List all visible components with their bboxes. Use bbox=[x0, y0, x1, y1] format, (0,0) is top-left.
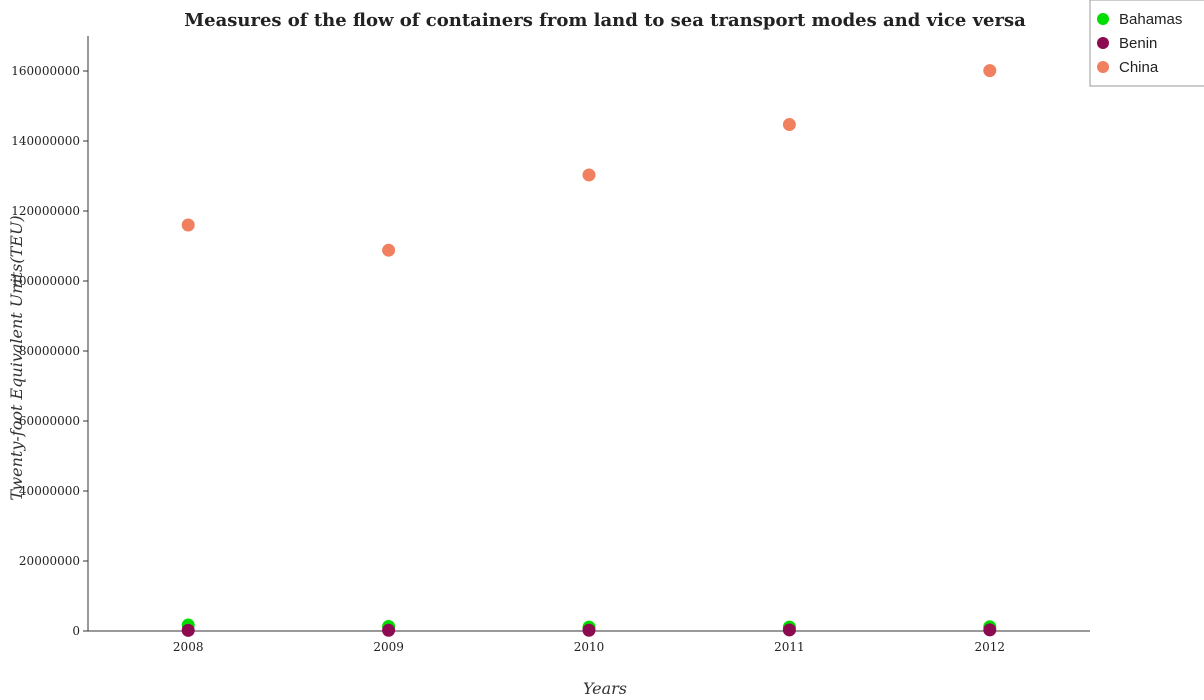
data-points bbox=[181, 64, 997, 637]
series-china bbox=[181, 64, 997, 257]
y-tick-label: 40000000 bbox=[19, 484, 80, 498]
legend-marker bbox=[1097, 61, 1109, 73]
y-tick-label: 0 bbox=[72, 624, 80, 638]
y-tick-label: 20000000 bbox=[19, 554, 80, 568]
legend-marker bbox=[1097, 37, 1109, 49]
data-point bbox=[983, 623, 997, 637]
data-point bbox=[582, 623, 596, 637]
ticks: 0 20000000 40000000 60000000 80000000 1000000… bbox=[11, 64, 1005, 654]
chart-title: Measures of the flow of containers from … bbox=[184, 10, 1026, 31]
y-tick-label: 160000000 bbox=[11, 64, 80, 78]
data-point bbox=[382, 243, 396, 257]
data-point bbox=[782, 118, 796, 132]
data-point bbox=[983, 64, 997, 78]
y-tick-label: 60000000 bbox=[19, 414, 80, 428]
legend-label: China bbox=[1119, 59, 1159, 76]
x-axis-title: Years bbox=[583, 679, 627, 698]
x-tick-label: 2009 bbox=[373, 640, 404, 654]
legend-label: Bahamas bbox=[1119, 11, 1182, 28]
legend-marker bbox=[1097, 13, 1109, 25]
y-tick-label: 100000000 bbox=[11, 274, 80, 288]
axes bbox=[87, 36, 1090, 632]
x-tick-label: 2010 bbox=[574, 640, 605, 654]
x-tick-label: 2012 bbox=[975, 640, 1006, 654]
y-axis-title: Twenty-foot Equivalent Units(TEU) bbox=[7, 215, 26, 500]
data-point bbox=[181, 623, 195, 637]
x-tick-label: 2008 bbox=[173, 640, 204, 654]
data-point bbox=[582, 168, 596, 182]
legend: Bahamas Benin China bbox=[1089, 0, 1204, 87]
y-tick-label: 80000000 bbox=[19, 344, 80, 358]
legend-label: Benin bbox=[1119, 35, 1157, 52]
data-point bbox=[382, 623, 396, 637]
y-tick-label: 120000000 bbox=[11, 204, 80, 218]
series-benin bbox=[181, 623, 997, 637]
y-tick-label: 140000000 bbox=[11, 134, 80, 148]
data-point bbox=[782, 623, 796, 637]
x-tick-label: 2011 bbox=[774, 640, 805, 654]
data-point bbox=[181, 218, 195, 232]
